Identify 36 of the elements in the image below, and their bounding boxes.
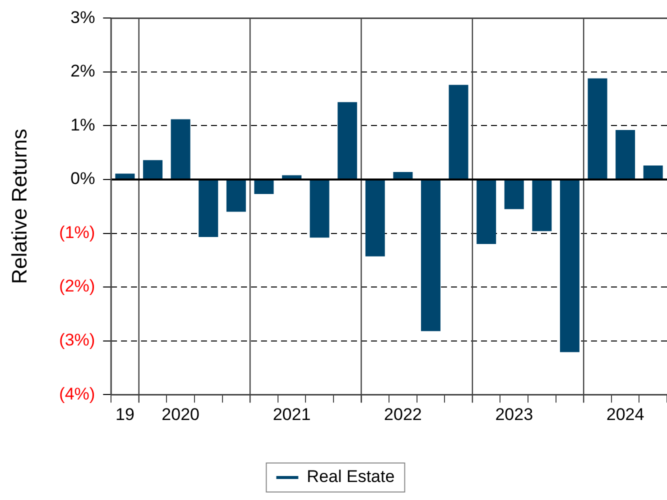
bar bbox=[421, 180, 440, 332]
bar bbox=[532, 180, 552, 232]
y-axis-title: Relative Returns bbox=[8, 128, 32, 284]
bar bbox=[226, 180, 246, 212]
x-tick-label: 19 bbox=[116, 404, 134, 424]
x-tick-label: 2020 bbox=[162, 404, 200, 424]
bar bbox=[338, 102, 358, 180]
bar bbox=[365, 180, 385, 256]
bar bbox=[616, 130, 636, 180]
y-tick-label: 0% bbox=[70, 169, 96, 188]
bar bbox=[170, 119, 190, 180]
x-tick-label: 2022 bbox=[384, 404, 422, 424]
y-tick-label: 1% bbox=[70, 115, 96, 134]
x-tick-label: 2023 bbox=[495, 404, 534, 424]
bar bbox=[560, 180, 580, 352]
x-tick-label: 2021 bbox=[272, 404, 311, 424]
y-tick-label: 2% bbox=[70, 62, 96, 81]
y-tick-label: 3% bbox=[70, 8, 96, 27]
y-tick-label: (3%) bbox=[59, 330, 96, 350]
bar bbox=[643, 166, 663, 180]
legend-label: Real Estate bbox=[306, 467, 395, 486]
bar bbox=[282, 175, 302, 180]
bar bbox=[115, 174, 135, 180]
bar bbox=[254, 180, 274, 194]
x-tick-label: 2024 bbox=[606, 404, 644, 424]
y-tick-label: (2%) bbox=[59, 276, 96, 296]
bar bbox=[393, 172, 413, 180]
y-tick-label: (4%) bbox=[59, 384, 96, 404]
y-tick-label: (1%) bbox=[59, 222, 96, 242]
bar bbox=[198, 180, 218, 238]
bar bbox=[476, 180, 496, 244]
bar bbox=[588, 78, 608, 180]
bar bbox=[448, 84, 468, 180]
bar bbox=[310, 180, 330, 238]
bar bbox=[143, 160, 163, 180]
bar bbox=[504, 180, 524, 210]
